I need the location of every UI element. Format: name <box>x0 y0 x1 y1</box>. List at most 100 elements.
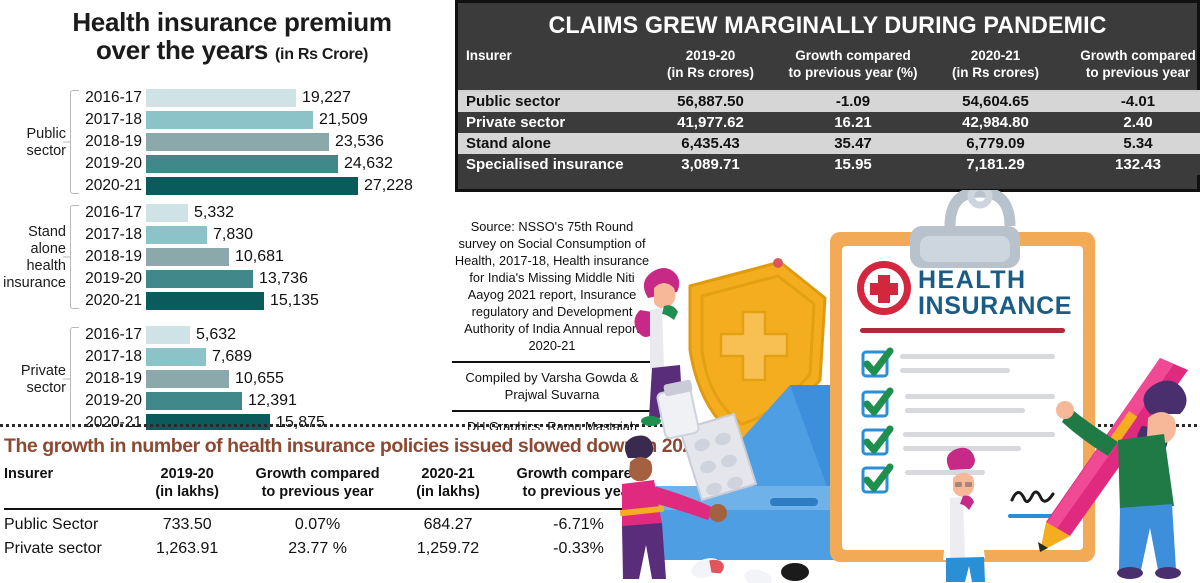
policies-header-growth-2019: Growth compared to previous year <box>242 466 393 509</box>
group-brace <box>70 327 79 431</box>
bar <box>146 369 229 388</box>
group-rows: 2016-17 5,332 2017-18 7,830 2018-19 10,681 201… <box>80 203 319 313</box>
policies-cell-2020: 1,259.72 <box>416 540 480 558</box>
claims-cell-2019: 56,887.50 <box>677 93 744 111</box>
claims-header-2020-l2: (in Rs crores) <box>951 64 1040 80</box>
claims-cell-growth-2020: -4.01 <box>1120 93 1156 111</box>
bar-year-label: 2018-19 <box>85 369 142 387</box>
bar <box>146 154 338 173</box>
claims-header-growth-2019-l1: Growth compared <box>795 48 911 63</box>
bar-row: 2018-19 10,655 <box>80 369 325 388</box>
checklist-item <box>861 463 985 494</box>
bar-value-label: 13,736 <box>259 269 308 287</box>
claims-cell-2020: 7,181.29 <box>966 155 1025 173</box>
policies-table-head: Insurer 2019-20 (in lakhs) Growth compar… <box>4 466 654 510</box>
claims-cell-growth-2019: 15.95 <box>834 155 872 173</box>
person-pink-sweater <box>620 435 727 579</box>
bar-row: 2019-20 12,391 <box>80 391 325 410</box>
policies-cell-growth-2019: 0.07% <box>294 516 341 534</box>
claims-table-row: Specialised insurance 3,089.71 15.95 7,181.… <box>458 153 1200 175</box>
health-insurance-illustration: HEALTH INSURANCE <box>620 190 1200 583</box>
bar-year-label: 2020-21 <box>85 291 142 309</box>
bar <box>146 88 296 107</box>
group-label-line: sector <box>26 142 67 159</box>
policies-cell-2020: 684.27 <box>423 516 473 534</box>
bar-value-label: 15,875 <box>276 413 325 431</box>
bar-value-label: 7,689 <box>212 347 253 365</box>
claims-header-2020: 2020-21 (in Rs crores) <box>928 46 1063 91</box>
bar-row: 2020-21 15,135 <box>80 291 319 310</box>
clipboard: HEALTH INSURANCE <box>830 190 1095 562</box>
claims-table-row: Private sector 41,977.62 16.21 42,984.80 2.4… <box>458 111 1200 133</box>
bar-year-label: 2017-18 <box>85 110 142 128</box>
bar-year-label: 2019-20 <box>85 154 142 172</box>
bar-row: 2019-20 24,632 <box>80 154 413 173</box>
claims-cell-growth-2019: 35.47 <box>834 134 872 152</box>
claims-header-insurer: Insurer <box>458 46 643 91</box>
bar-value-label: 7,830 <box>213 225 254 243</box>
bar-year-label: 2018-19 <box>85 132 142 150</box>
bar-value-label: 5,332 <box>194 203 235 221</box>
bar-year-label: 2017-18 <box>85 225 142 243</box>
bar-year-label: 2020-21 <box>85 176 142 194</box>
chart-title-line2: over the years <box>95 35 269 66</box>
claims-header-insurer-l1: Insurer <box>466 48 512 63</box>
claims-table-row: Stand alone 6,435.43 35.47 6,779.09 5.34 <box>458 132 1200 154</box>
claims-header-growth-2020-l1: Growth compared <box>1080 48 1196 63</box>
notes-divider-2 <box>452 410 652 412</box>
source-notes-block: Source: NSSO's 75th Round survey on Soci… <box>452 218 652 434</box>
policies-header-growth-2020-l1: Growth compared <box>516 466 641 482</box>
policies-header-2020-l2: (in lakhs) <box>416 483 480 500</box>
bar-year-label: 2019-20 <box>85 391 142 409</box>
pill-blister <box>678 412 758 502</box>
claims-header-growth-2019-l2: to previous year (%) <box>788 64 918 80</box>
claims-header-growth-2019: Growth compared to previous year (%) <box>778 46 928 91</box>
checklist-item <box>861 387 1055 418</box>
group-label-line: Public <box>26 126 67 142</box>
bar-year-label: 2019-20 <box>85 269 142 287</box>
clipboard-checklist <box>861 347 1055 494</box>
bar-row: 2016-17 19,227 <box>80 88 413 107</box>
notes-divider-1 <box>452 361 652 363</box>
policies-table-body: Public Sector 733.50 0.07% 684.27 -6.71% Priv… <box>4 509 654 558</box>
bar <box>146 110 313 129</box>
group-rows: 2016-17 5,632 2017-18 7,689 2018-19 10,655 201… <box>80 325 325 435</box>
bar-year-label: 2016-17 <box>85 203 142 221</box>
policies-header-growth-2019-l1: Growth compared <box>255 466 380 482</box>
bar-row: 2017-18 7,830 <box>80 225 319 244</box>
policies-header-insurer: Insurer <box>4 466 132 509</box>
claims-header-growth-2020: Growth compared to previous year <box>1063 46 1200 91</box>
claims-cell-2019: 41,977.62 <box>677 113 744 131</box>
person-green-jacket <box>1056 380 1187 579</box>
clipboard-clip <box>910 190 1020 268</box>
clipboard-title-line1: HEALTH <box>918 266 1027 294</box>
claims-cell-2020: 42,984.80 <box>962 113 1029 131</box>
group-brace <box>70 90 79 194</box>
policies-cell-growth-2019: 23.77 % <box>288 540 347 558</box>
chart-title-unit: (in Rs Crore) <box>275 46 369 64</box>
bar-value-label: 10,681 <box>235 247 284 265</box>
claims-table-body: Public sector 56,887.50 -1.09 54,604.65 -4.0… <box>458 90 1200 175</box>
bar <box>146 269 253 288</box>
bar <box>146 247 229 266</box>
group-label-line: Private <box>20 363 66 379</box>
bar <box>146 413 270 432</box>
claims-cell-insurer: Specialised insurance <box>466 155 624 173</box>
bar <box>146 391 242 410</box>
policies-cell-growth-2020: -6.71% <box>553 516 604 534</box>
group-brace <box>70 205 79 309</box>
policies-cell-insurer: Public Sector <box>4 516 99 534</box>
policies-header-growth-2019-l2: to previous year <box>261 483 374 500</box>
clipboard-title-group: HEALTH INSURANCE <box>857 261 1072 320</box>
claims-table-title: CLAIMS GREW MARGINALLY DURING PANDEMIC <box>548 12 1107 39</box>
claims-cell-2020: 54,604.65 <box>962 93 1029 111</box>
bar-value-label: 12,391 <box>248 391 297 409</box>
policies-table-title: The growth in number of health insurance… <box>4 435 731 457</box>
policies-header-growth-2020: Growth compared to previous year <box>503 466 654 509</box>
bar-year-label: 2017-18 <box>85 347 142 365</box>
bar <box>146 291 264 310</box>
clipboard-title-line2: INSURANCE <box>918 292 1072 320</box>
claims-cell-2019: 3,089.71 <box>681 155 740 173</box>
bar <box>146 325 190 344</box>
